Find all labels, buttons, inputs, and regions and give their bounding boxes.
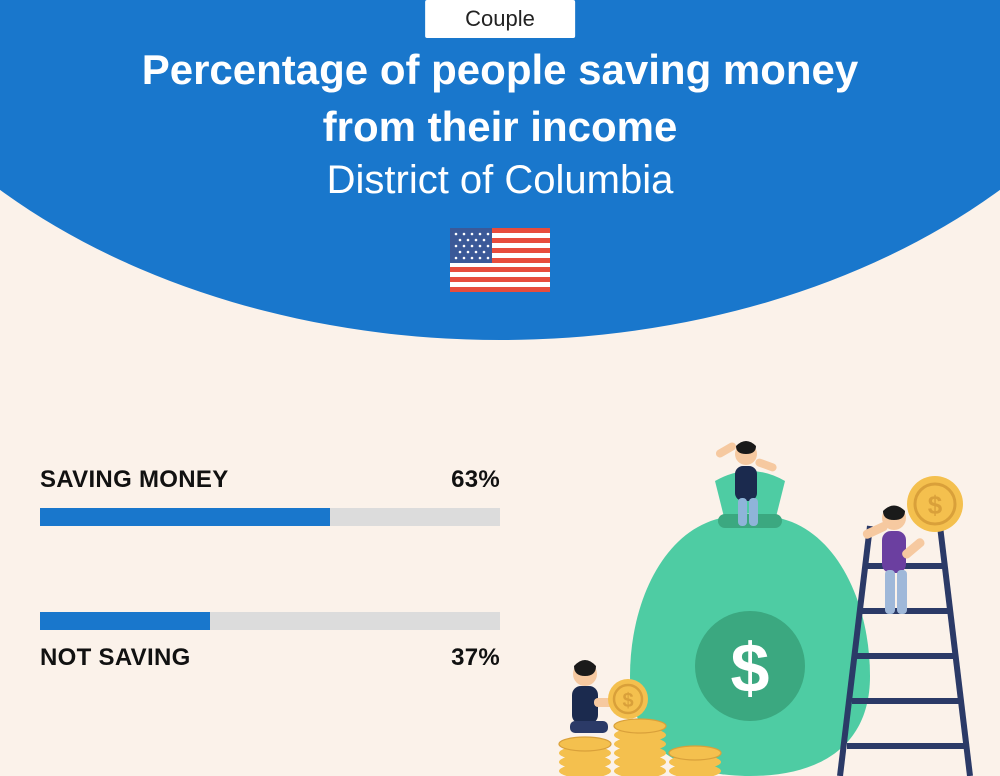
svg-text:$: $ <box>622 690 633 712</box>
bar-saving: SAVING MONEY 63% <box>40 466 500 526</box>
bar-fill <box>40 612 210 630</box>
bar-label: NOT SAVING <box>40 644 191 672</box>
bar-fill <box>40 508 330 526</box>
title-line-1: Percentage of people saving money <box>142 46 859 93</box>
svg-text:$: $ <box>731 629 770 707</box>
category-pill: Couple <box>425 0 575 38</box>
bar-track <box>40 508 500 526</box>
savings-illustration: $ $ $ <box>540 426 980 776</box>
page-title: Percentage of people saving money from t… <box>0 42 1000 155</box>
bar-label-row: SAVING MONEY 63% <box>40 466 500 494</box>
title-line-2: from their income <box>323 103 678 150</box>
category-label: Couple <box>465 6 535 31</box>
bar-chart: SAVING MONEY 63% NOT SAVING 37% <box>40 466 500 758</box>
bar-value: 63% <box>451 466 500 494</box>
bar-label-row: NOT SAVING 37% <box>40 644 500 672</box>
region-subtitle: District of Columbia <box>0 158 1000 203</box>
svg-text:$: $ <box>928 490 943 520</box>
bar-value: 37% <box>451 644 500 672</box>
us-flag-icon <box>450 228 550 292</box>
bar-track <box>40 612 500 630</box>
bar-label: SAVING MONEY <box>40 466 229 494</box>
bar-not-saving: NOT SAVING 37% <box>40 612 500 672</box>
